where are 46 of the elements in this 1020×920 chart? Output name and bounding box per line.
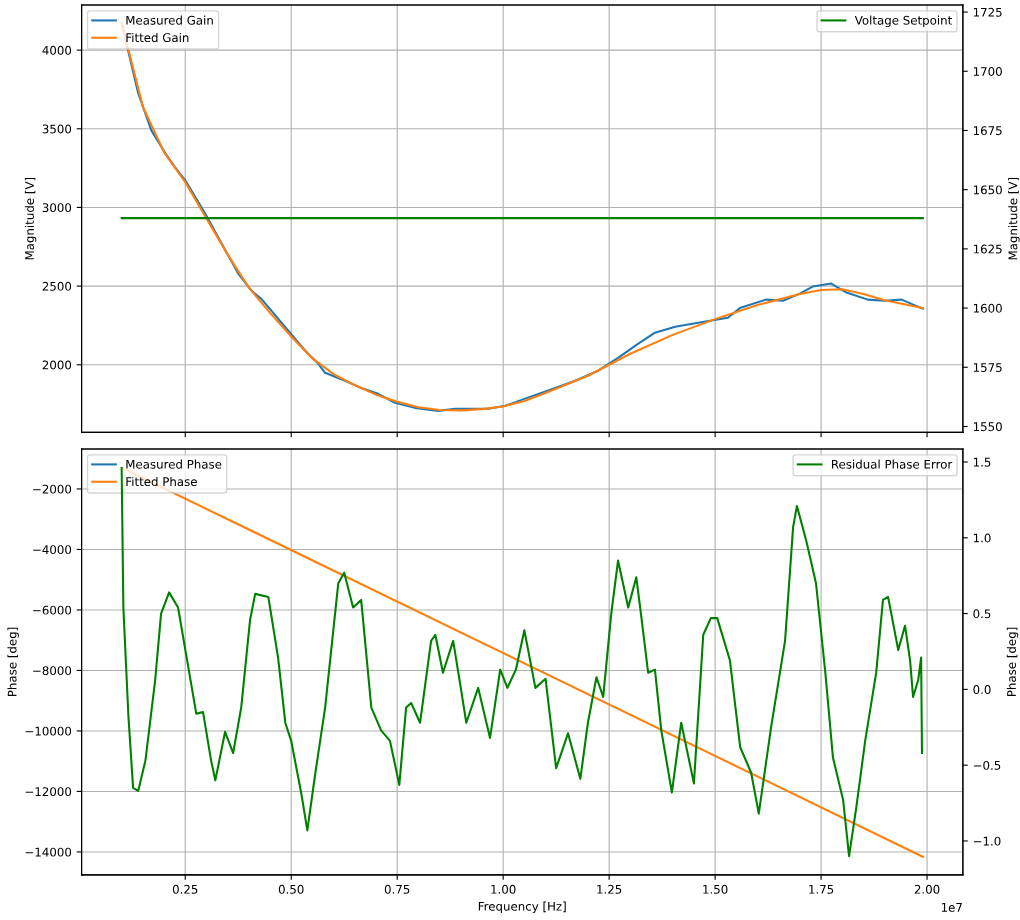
x-tick-label: 1.25 bbox=[597, 884, 622, 894]
text: 1e7 bbox=[941, 903, 962, 912]
y-axis-title: Phase [deg] bbox=[7, 627, 19, 697]
x-tick-label: 0.75 bbox=[384, 884, 410, 894]
y2-tick-label: 1625 bbox=[973, 244, 1002, 254]
legend-label: Measured Phase bbox=[126, 459, 222, 469]
y2-axis-title: Phase [deg] bbox=[1006, 627, 1019, 697]
y2-tick-label: −1.0 bbox=[973, 836, 1001, 846]
x-tick-label: 1.75 bbox=[809, 885, 834, 894]
y2-tick-label: 1650 bbox=[973, 185, 1002, 195]
y2-tick-label: 1700 bbox=[973, 67, 1002, 76]
y-tick-label: −8000 bbox=[33, 666, 72, 676]
x-tick-label: 1.50 bbox=[703, 884, 728, 894]
x-axis-title: Frequency [Hz] bbox=[478, 901, 566, 914]
y-tick-label: −6000 bbox=[33, 605, 72, 615]
y2-tick-label: 1575 bbox=[973, 363, 1002, 372]
x-tick-label: 0.25 bbox=[172, 884, 198, 894]
y-tick-label: −4000 bbox=[33, 545, 72, 555]
y-tick-label: 2500 bbox=[42, 281, 72, 291]
legend-label: Fitted Gain bbox=[126, 32, 189, 43]
legend-label: Fitted Phase bbox=[126, 476, 197, 487]
y2-tick-label: 1.5 bbox=[973, 457, 991, 467]
y-axis-title: Magnitude [V] bbox=[24, 177, 37, 260]
y2-tick-label: 1675 bbox=[973, 126, 1002, 136]
y-tick-label: 4000 bbox=[42, 45, 72, 55]
y-tick-label: 3000 bbox=[42, 203, 72, 213]
y2-tick-label: 1.0 bbox=[973, 533, 991, 543]
y2-tick-label: 1550 bbox=[973, 422, 1002, 432]
y2-tick-label: 0.5 bbox=[973, 609, 991, 619]
x-tick-label: 0.50 bbox=[278, 884, 304, 894]
legend-label: Residual Phase Error bbox=[832, 459, 953, 469]
y-tick-label: −14000 bbox=[25, 847, 72, 857]
legend-label: Voltage Setpoint bbox=[854, 15, 952, 28]
x-tick-label: 2.00 bbox=[914, 884, 940, 894]
y2-tick-label: 0.0 bbox=[973, 685, 991, 695]
y-tick-label: 2000 bbox=[42, 360, 72, 370]
y-tick-label: 3500 bbox=[42, 124, 72, 134]
y2-tick-label: 1725 bbox=[973, 7, 1002, 17]
y-tick-label: −2000 bbox=[33, 484, 72, 494]
y-tick-label: −10000 bbox=[25, 726, 72, 736]
y2-axis-title: Magnitude [V] bbox=[1008, 177, 1020, 260]
x-tick-label: 1.00 bbox=[491, 884, 516, 894]
legend-label: Measured Gain bbox=[126, 15, 213, 25]
y2-tick-label: −0.5 bbox=[973, 760, 1001, 770]
y2-tick-label: 1600 bbox=[973, 303, 1002, 313]
y-tick-label: −12000 bbox=[25, 787, 72, 797]
